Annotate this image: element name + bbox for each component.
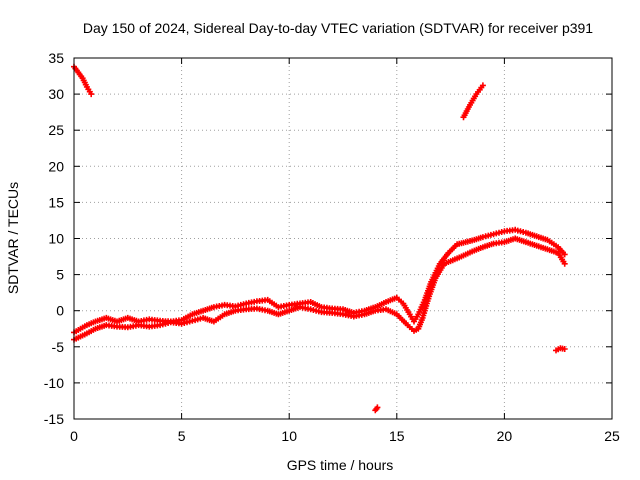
data-layer xyxy=(71,63,568,414)
x-tick-label: 0 xyxy=(70,428,78,444)
x-tick-label: 20 xyxy=(497,428,513,444)
y-tick-label: 5 xyxy=(56,267,64,283)
y-tick-label: 30 xyxy=(48,86,64,102)
y-tick-label: 25 xyxy=(48,122,64,138)
data-series-band xyxy=(555,346,565,352)
data-series-band xyxy=(73,228,566,334)
y-tick-label: 15 xyxy=(48,194,64,210)
x-tick-label: 10 xyxy=(281,428,297,444)
data-series-band xyxy=(72,65,93,95)
plot-frame xyxy=(73,57,613,420)
y-tick-label: 10 xyxy=(48,231,64,247)
data-series-band xyxy=(462,84,485,118)
y-tick-label: 35 xyxy=(48,50,64,66)
x-tick-label: 25 xyxy=(604,428,620,444)
y-tick-label: -5 xyxy=(52,339,65,355)
grid-layer xyxy=(74,58,612,419)
data-series-band xyxy=(374,406,379,412)
y-tick-label: -15 xyxy=(44,411,64,427)
y-tick-label: 0 xyxy=(56,303,64,319)
y-tick-label: -10 xyxy=(44,375,64,391)
x-tick-label: 5 xyxy=(178,428,186,444)
x-tick-label: 15 xyxy=(389,428,405,444)
chart-title: Day 150 of 2024, Sidereal Day-to-day VTE… xyxy=(83,20,593,36)
x-axis-label: GPS time / hours xyxy=(287,457,394,473)
y-tick-label: 20 xyxy=(48,158,64,174)
axis-layer: 0 5 10 15 20 25 -15 -10 -5 0 5 10 15 20 25 30 35 xyxy=(44,50,620,444)
data-series-band xyxy=(73,237,566,341)
y-axis-label: SDTVAR / TECUs xyxy=(5,182,21,294)
